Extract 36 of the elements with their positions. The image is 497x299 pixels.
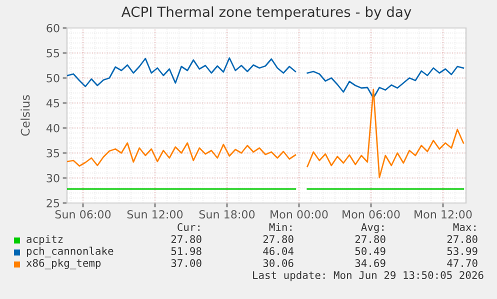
text: 30.06 (263, 259, 294, 268)
x-tick-label: Mon 06:00 (342, 210, 400, 219)
y-tick-label: 30 (46, 174, 60, 182)
text: 37.00 (171, 259, 202, 268)
y-tick-label: 35 (46, 148, 60, 158)
legend-label: acpitz (26, 234, 63, 246)
text: 53.99 (447, 247, 478, 256)
text: Last update: Mon Jun 29 13:50:05 2026 (253, 270, 484, 282)
legend-label: x86_pkg_temp (26, 258, 101, 270)
text: 27.80 (171, 235, 202, 244)
text: Avg: (361, 223, 384, 234)
chart-title: ACPI Thermal zone temperatures - by day (121, 6, 412, 20)
x-tick-label: Mon 12:00 (414, 210, 472, 219)
text: 34.69 (355, 259, 386, 268)
text: 47.70 (447, 259, 478, 268)
y-axis-title: Celsius (20, 95, 30, 136)
x-tick-label: Sun 18:00 (199, 210, 255, 219)
text: 27.80 (447, 235, 478, 244)
text: Cur: (178, 223, 200, 232)
x-tick-label: Sun 06:00 (55, 210, 111, 219)
text: Max: (453, 223, 476, 232)
y-tick-label: 50 (46, 74, 60, 82)
y-tick-label: 55 (46, 49, 60, 58)
text: Min: (269, 222, 292, 231)
text: 27.80 (263, 235, 294, 244)
y-tick-label: 45 (46, 99, 60, 108)
text: 46.04 (263, 247, 294, 256)
text: 27.80 (355, 235, 386, 244)
y-tick-label: 60 (46, 24, 60, 32)
y-tick-label: 25 (46, 198, 60, 208)
legend-label: pch_cannonlake (26, 246, 114, 258)
y-tick-label: 40 (46, 124, 60, 132)
text: 50.49 (355, 247, 386, 256)
x-tick-label: Mon 00:00 (270, 210, 328, 219)
x-tick-label: Sun 12:00 (127, 210, 183, 219)
text: 51.98 (171, 247, 202, 256)
